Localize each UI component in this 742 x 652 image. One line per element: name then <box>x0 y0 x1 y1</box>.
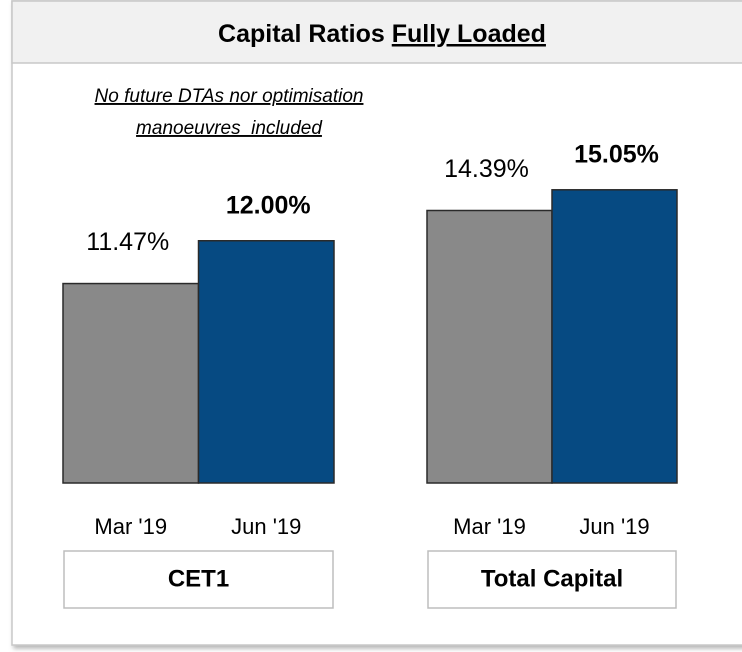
bar <box>551 189 678 484</box>
note-line: manoeuvres included <box>136 118 323 139</box>
note-line: No future DTAs nor optimisation <box>95 86 364 107</box>
value-label: 14.39% <box>444 155 529 183</box>
bar <box>426 209 553 484</box>
x-tick-label: Mar '19 <box>94 514 167 539</box>
value-label: 15.05% <box>574 140 659 168</box>
value-label: 11.47% <box>86 228 169 256</box>
header-title: Capital Ratios Fully Loaded <box>218 20 546 48</box>
bar <box>197 240 335 484</box>
group-box <box>427 550 677 609</box>
title-emphasis: Fully Loaded <box>392 20 546 48</box>
header-bar <box>11 0 742 64</box>
group-label: CET1 <box>168 565 229 592</box>
group-box <box>63 550 334 609</box>
x-tick-label: Jun '19 <box>579 514 649 539</box>
x-tick-label: Mar '19 <box>453 514 526 539</box>
value-label: 12.00% <box>226 191 311 219</box>
title-main: Capital Ratios <box>218 20 385 48</box>
bar <box>62 282 200 484</box>
group-label: Total Capital <box>481 565 623 592</box>
x-tick-label: Jun '19 <box>231 514 301 539</box>
